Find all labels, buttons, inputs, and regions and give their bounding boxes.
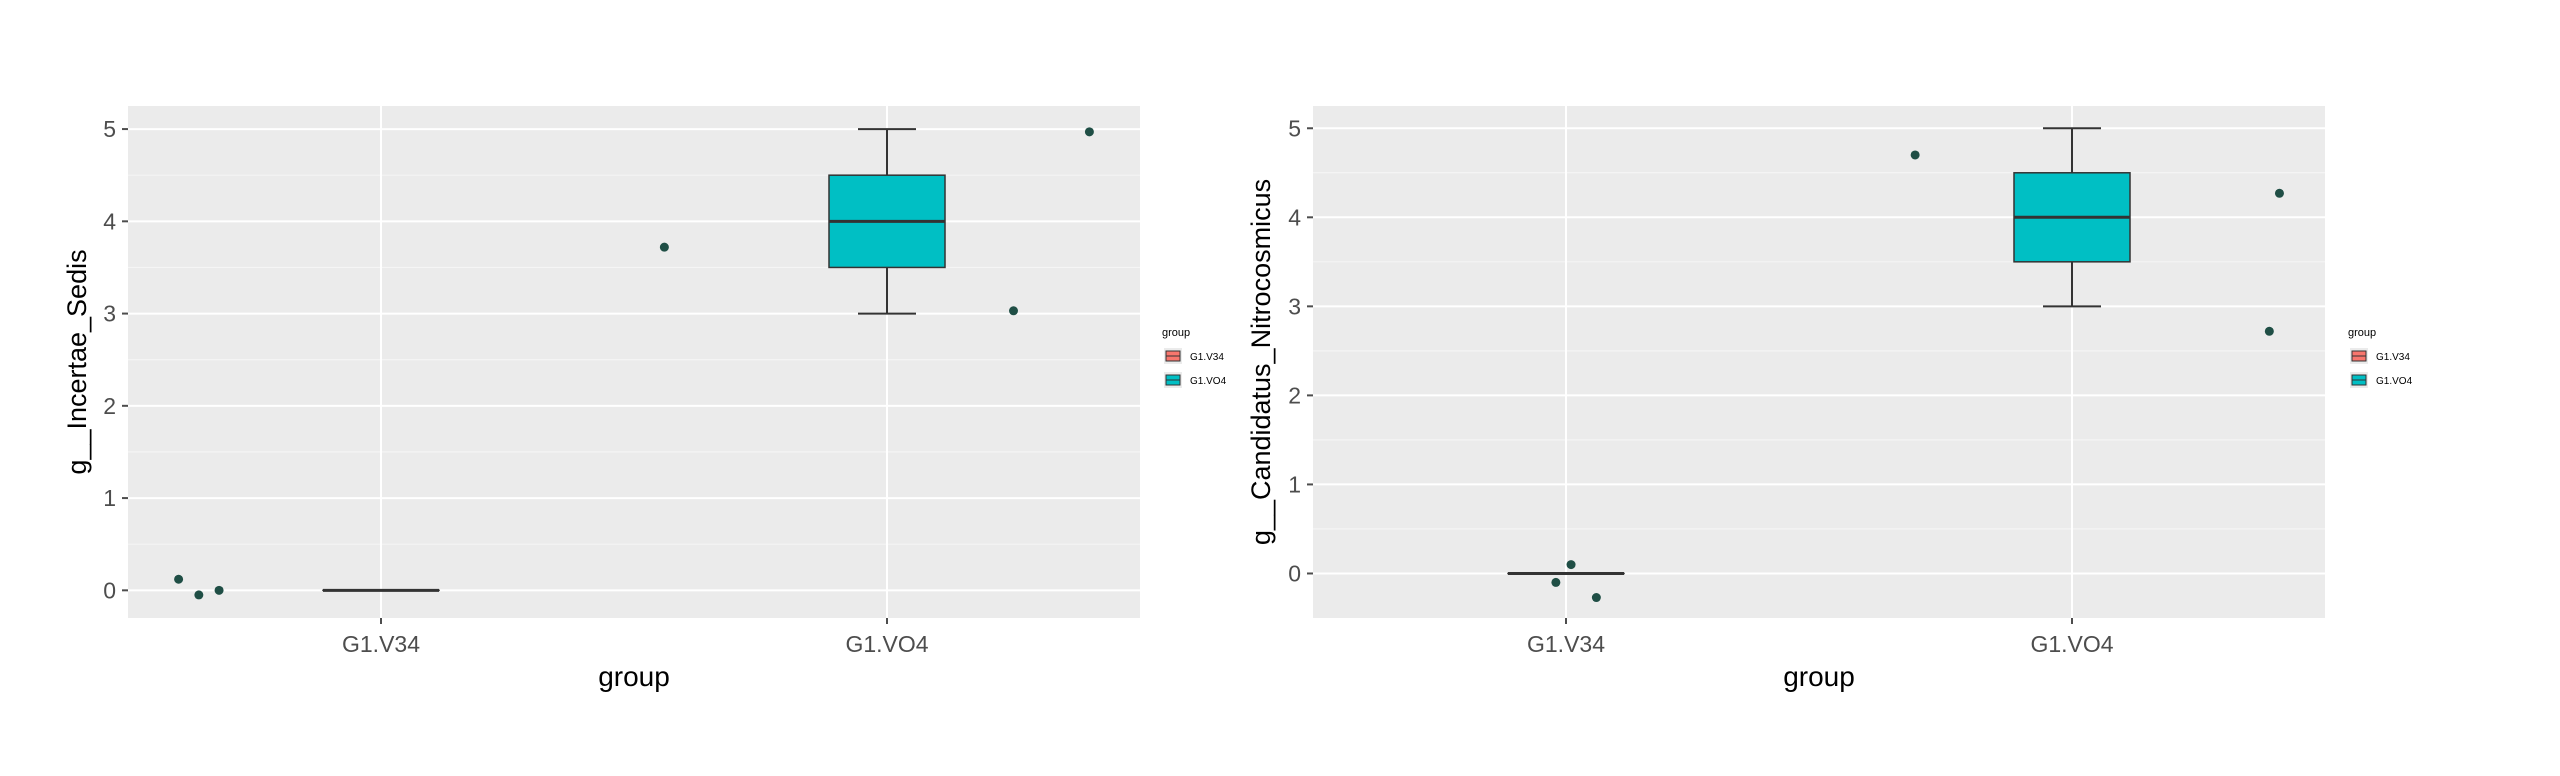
y-tick-label: 1 [103, 485, 116, 511]
x-axis-title: group [1783, 661, 1855, 692]
y-axis-title: g__Incertae_Sedis [62, 249, 92, 474]
y-tick-label: 1 [1288, 471, 1301, 497]
y-axis-title: g__Candidatus_Nitrocosmicus [1246, 179, 1276, 545]
chart-1: 0 1 2 3 4 5 G1.V34 G1.VO4 group g__Incertae_Sedis… [62, 106, 1227, 692]
plot-panel [1313, 106, 2325, 618]
data-point [1009, 306, 1018, 316]
legend-entry-label: G1.V34 [1190, 352, 1224, 363]
data-point [1591, 593, 1601, 603]
y-tick-label: 2 [1288, 382, 1301, 408]
x-tick-label: G1.VO4 [2030, 631, 2113, 657]
data-point [659, 242, 669, 252]
data-point [194, 590, 204, 600]
y-tick-label: 0 [103, 577, 116, 603]
legend-entry-label: G1.VO4 [2376, 376, 2413, 387]
data-point [2274, 188, 2284, 198]
plot-panel [128, 106, 1140, 618]
data-point [1910, 150, 1920, 160]
y-tick-label: 3 [1288, 293, 1301, 319]
legend: group G1.V34 G1.VO4 [1162, 327, 1227, 388]
x-axis-title: group [598, 661, 670, 692]
y-tick-label: 4 [103, 208, 116, 234]
legend-entry-label: G1.VO4 [1190, 376, 1227, 387]
legend-title: group [2348, 327, 2376, 339]
y-tick-label: 5 [103, 116, 116, 142]
legend-entry-label: G1.V34 [2376, 352, 2410, 363]
data-point [1084, 127, 1094, 137]
legend-title: group [1162, 327, 1190, 339]
x-tick-label: G1.V34 [1527, 631, 1605, 657]
data-point [174, 574, 184, 584]
box-G1.VO4 [2013, 127, 2131, 308]
y-tick-label: 0 [1288, 560, 1301, 586]
data-point [1566, 560, 1576, 570]
x-tick-label: G1.VO4 [845, 631, 928, 657]
box-G1.VO4 [828, 128, 946, 315]
legend: group G1.V34 G1.VO4 [2348, 327, 2413, 388]
y-tick-label: 5 [1288, 115, 1301, 141]
chart-2: 0 1 2 3 4 5 G1.V34 G1.VO4 group g__Candidatus_Nit… [1246, 106, 2413, 692]
y-tick-label: 4 [1288, 204, 1301, 230]
data-point [2264, 326, 2274, 336]
y-tick-label: 3 [103, 301, 116, 327]
y-tick-label: 2 [103, 393, 116, 419]
data-point [214, 585, 224, 595]
data-point [1551, 577, 1561, 587]
x-tick-label: G1.V34 [342, 631, 420, 657]
